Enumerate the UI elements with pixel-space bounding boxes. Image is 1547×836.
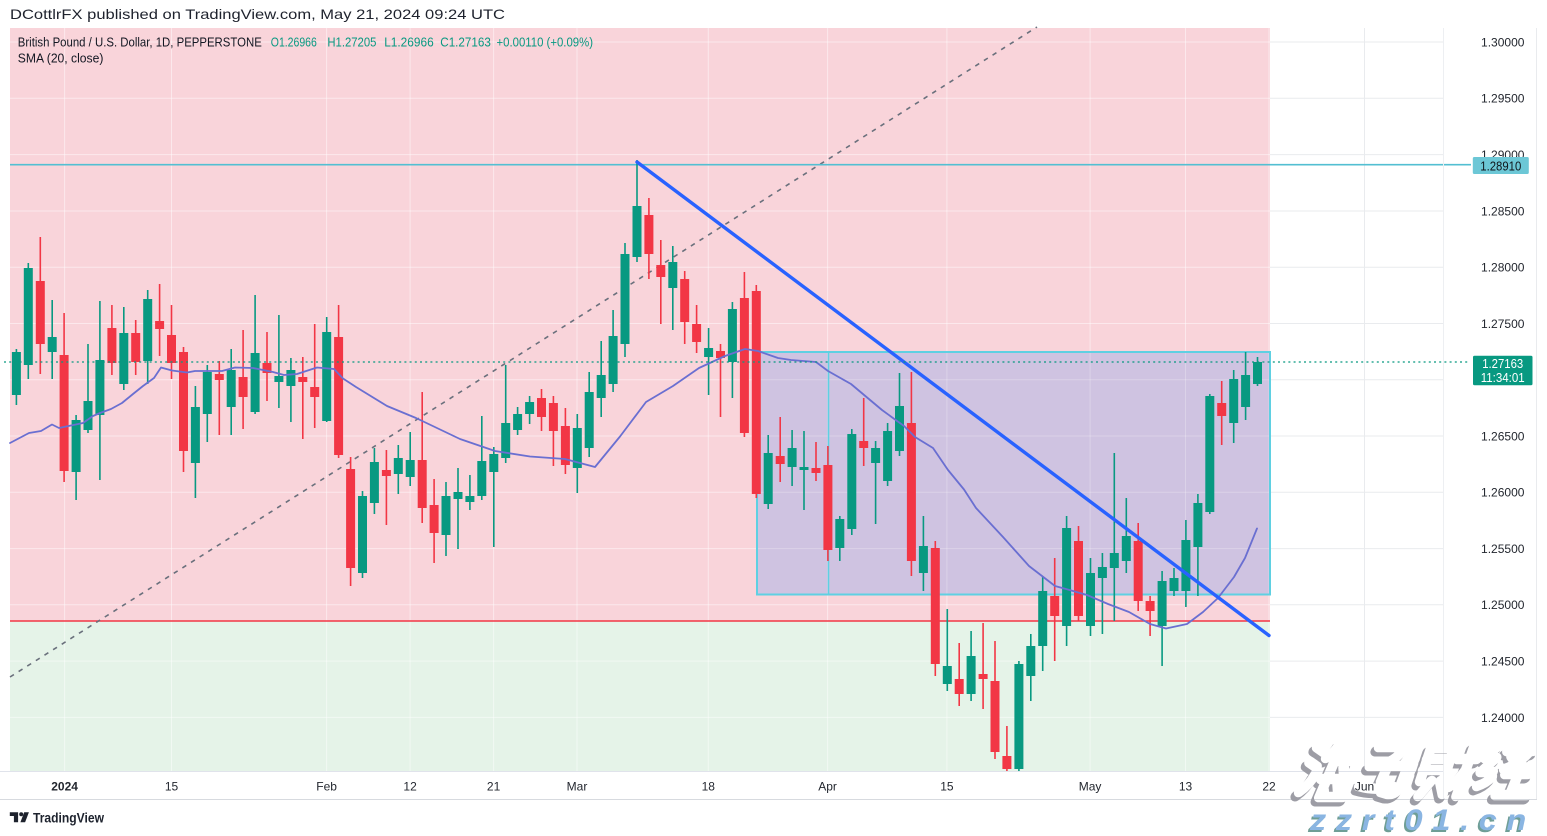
svg-text:21: 21 [487,780,501,794]
svg-text:1.27500: 1.27500 [1481,317,1525,331]
svg-text:18: 18 [702,780,716,794]
svg-text:O1.26966: O1.26966 [271,35,317,50]
svg-text:1.29500: 1.29500 [1481,92,1525,106]
svg-text:1.26000: 1.26000 [1481,486,1525,500]
svg-text:1.26500: 1.26500 [1481,429,1525,443]
svg-text:15: 15 [940,780,954,794]
svg-text:13: 13 [1179,780,1193,794]
svg-text:Mar: Mar [567,780,588,794]
svg-text:zzrt01.cn: zzrt01.cn [1307,806,1534,836]
svg-text:15: 15 [165,780,179,794]
svg-text:22: 22 [1262,780,1276,794]
svg-text:1.28500: 1.28500 [1481,204,1525,218]
svg-text:1.30000: 1.30000 [1481,35,1525,49]
svg-text:DCottlrFX published on Trading: DCottlrFX published on TradingView.com, … [10,6,505,22]
svg-text:1.27163: 1.27163 [1482,356,1523,371]
svg-text:TradingView: TradingView [33,811,104,826]
svg-text:L1.26966: L1.26966 [384,35,434,50]
svg-text:1.25500: 1.25500 [1481,542,1525,556]
svg-text:Apr: Apr [818,780,837,794]
svg-text:1.28000: 1.28000 [1481,261,1525,275]
svg-text:11:34:01: 11:34:01 [1481,370,1525,385]
svg-text:H1.27205: H1.27205 [327,35,376,50]
svg-text:May: May [1079,780,1102,794]
svg-text:1.28910: 1.28910 [1480,159,1521,174]
svg-text:1.25000: 1.25000 [1481,598,1525,612]
svg-text:+0.00110 (+0.09%): +0.00110 (+0.09%) [497,35,594,50]
svg-text:zzrt01.cn: zzrt01.cn [1309,804,1536,836]
svg-text:1.24000: 1.24000 [1481,711,1525,725]
svg-text:2024: 2024 [51,780,78,794]
svg-text:1.24500: 1.24500 [1481,655,1525,669]
svg-text:SMA (20, close): SMA (20, close) [18,51,104,66]
svg-text:12: 12 [403,780,417,794]
svg-text:British Pound / U.S. Dollar, 1: British Pound / U.S. Dollar, 1D, PEPPERS… [18,35,262,50]
svg-text:Feb: Feb [316,780,337,794]
svg-text:C1.27163: C1.27163 [440,35,491,50]
